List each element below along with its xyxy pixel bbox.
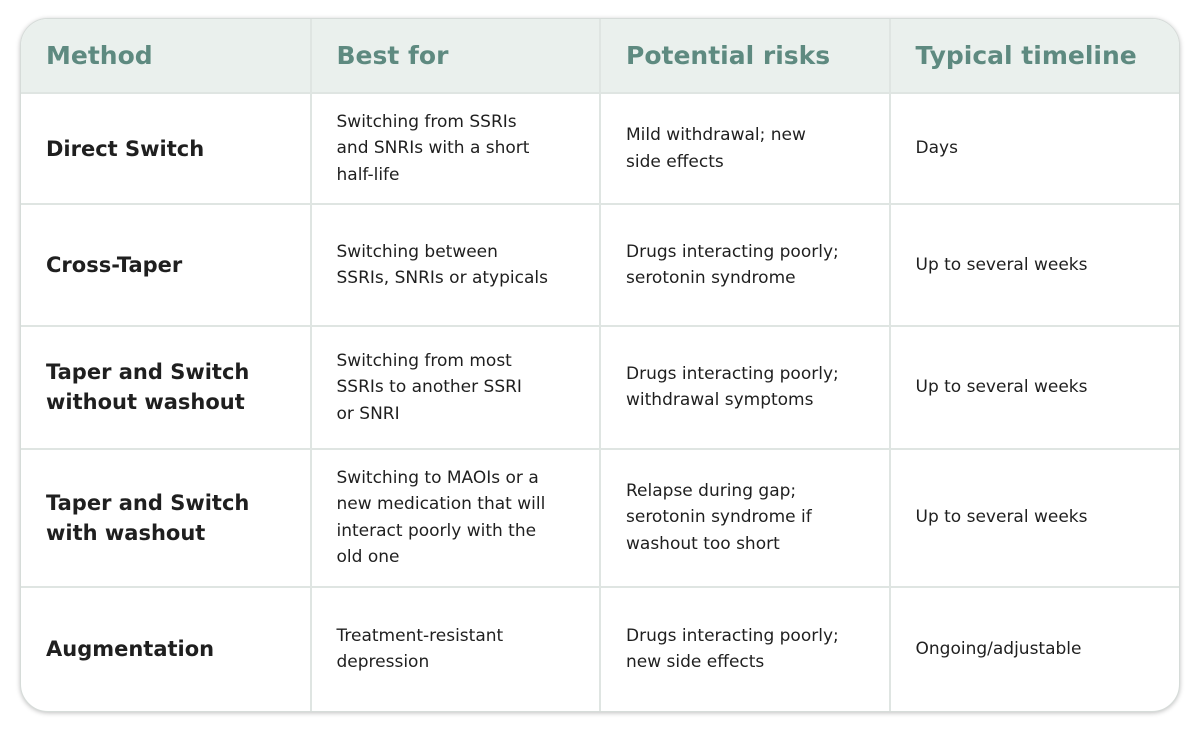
cell-text: Drugs interacting poorly;	[626, 625, 839, 646]
cell-text: Switching from SSRIs	[336, 111, 517, 132]
method-cell: Augmentation	[21, 585, 312, 711]
cell-text: new medication that will	[336, 494, 546, 515]
method-cell: Taper and Switch without washout	[21, 325, 312, 450]
table-cell: Switching from SSRIs and SNRIs with a sho…	[309, 91, 601, 206]
header-row: Method Best for Potential risks Typical tim…	[21, 19, 1179, 94]
header-cell: Best for	[309, 19, 601, 94]
cell-text: Drugs interacting poorly;	[626, 241, 839, 262]
cell-text: or SNRI	[336, 403, 400, 424]
cell-text: Cross-Taper	[46, 253, 183, 278]
cell-text: Switching from most	[336, 350, 512, 371]
table-cell: Switching between SSRIs, SNRIs or atypica…	[309, 203, 601, 328]
method-cell: Cross-Taper	[21, 203, 312, 328]
table-cell: Relapse during gap; serotonin syndrome if…	[599, 447, 891, 588]
table-cell: Treatment-resistant depression	[309, 585, 601, 711]
cell-text: Ongoing/adjustable	[915, 639, 1082, 660]
cell-text: Mild withdrawal; new	[626, 125, 806, 146]
cell-text: with washout	[46, 520, 206, 545]
cell-text: Up to several weeks	[915, 507, 1088, 528]
header-cell: Method	[21, 19, 312, 94]
table-row: Direct Switch Switching from SSRIs and SNR…	[21, 91, 1179, 206]
cell-text: serotonin syndrome	[626, 268, 796, 289]
table-cell: Switching to MAOIs or a new medication th…	[309, 447, 601, 588]
cell-text: old one	[336, 547, 400, 568]
cell-text: Switching to MAOIs or a	[336, 467, 539, 488]
cell-text: withdrawal symptoms	[626, 390, 814, 411]
table-card: Method Best for Potential risks Typical tim…	[20, 18, 1180, 712]
table-row: Augmentation Treatment-resistant depressio…	[21, 585, 1179, 711]
method-cell: Direct Switch	[21, 91, 312, 206]
cell-text: without washout	[46, 390, 245, 415]
cell-text: Direct Switch	[46, 136, 205, 161]
cell-text: half-life	[336, 164, 400, 185]
table-cell: Up to several weeks	[888, 325, 1179, 450]
table-row: Taper and Switch with washout Switching to…	[21, 447, 1179, 588]
cell-text: Relapse during gap;	[626, 480, 797, 501]
table-body: Direct Switch Switching from SSRIs and SNR…	[21, 91, 1179, 711]
cell-text: depression	[336, 652, 430, 673]
method-cell: Taper and Switch with washout	[21, 447, 312, 588]
header-cell: Potential risks	[599, 19, 891, 94]
cell-text: SSRIs, SNRIs or atypicals	[336, 268, 548, 289]
cell-text: Treatment-resistant	[336, 625, 504, 646]
table-cell: Drugs interacting poorly; withdrawal symp…	[599, 325, 891, 450]
cell-text: Drugs interacting poorly;	[626, 363, 839, 384]
table-cell: Drugs interacting poorly; serotonin syndr…	[599, 203, 891, 328]
cell-text: Days	[915, 138, 958, 159]
table-cell: Mild withdrawal; new side effects	[599, 91, 891, 206]
cell-text: and SNRIs with a short	[336, 138, 530, 159]
table-row: Taper and Switch without washout Switching…	[21, 325, 1179, 450]
cell-text: Taper and Switch	[46, 490, 250, 515]
table-cell: Switching from most SSRIs to another SSRI…	[309, 325, 601, 450]
cell-text: Switching between	[336, 241, 498, 262]
cell-text: interact poorly with the	[336, 520, 537, 541]
cell-text: side effects	[626, 151, 724, 172]
cell-text: SSRIs to another SSRI	[336, 377, 522, 398]
comparison-table: Method Best for Potential risks Typical tim…	[21, 19, 1179, 711]
cell-text: Taper and Switch	[46, 360, 250, 385]
cell-text: washout too short	[626, 533, 780, 554]
header-cell: Typical timeline	[888, 19, 1179, 94]
cell-text: Up to several weeks	[915, 255, 1088, 276]
table-cell: Up to several weeks	[888, 203, 1179, 328]
cell-text: new side effects	[626, 652, 765, 673]
table-cell: Up to several weeks	[888, 447, 1179, 588]
table-cell: Ongoing/adjustable	[888, 585, 1179, 711]
cell-text: serotonin syndrome if	[626, 507, 812, 528]
table-cell: Days	[888, 91, 1179, 206]
cell-text: Up to several weeks	[915, 377, 1088, 398]
cell-text: Augmentation	[46, 637, 215, 662]
table-row: Cross-Taper Switching between SSRIs, SNRIs…	[21, 203, 1179, 328]
table-cell: Drugs interacting poorly; new side effect…	[599, 585, 891, 711]
